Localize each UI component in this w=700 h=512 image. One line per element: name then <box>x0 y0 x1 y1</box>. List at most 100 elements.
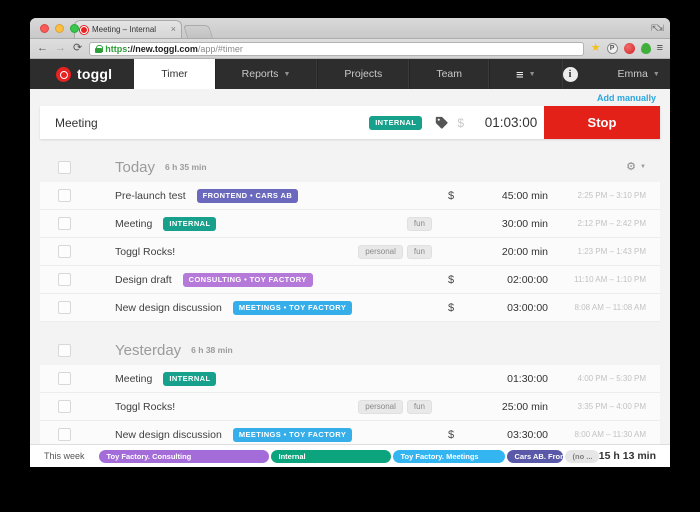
url-path: /app/#timer <box>197 43 243 54</box>
user-menu[interactable]: Emma ▼ <box>618 68 670 80</box>
entry-duration[interactable]: 03:00:00 <box>507 301 548 314</box>
ssl-lock-icon <box>95 44 104 53</box>
entry-duration[interactable]: 03:30:00 <box>507 428 548 441</box>
entry-duration[interactable]: 30:00 min <box>501 217 548 230</box>
entry-checkbox[interactable] <box>58 273 71 286</box>
section-settings[interactable]: ⚙ ▼ <box>626 161 646 173</box>
tab-timer[interactable]: Timer <box>134 59 215 89</box>
entry-description[interactable]: Design draft <box>115 273 172 286</box>
entry-description[interactable]: Toggl Rocks! <box>115 245 176 258</box>
tab-reports-label: Reports <box>241 68 279 80</box>
entry-description[interactable]: New design discussion <box>115 428 222 441</box>
entry-description[interactable]: Meeting <box>115 217 153 230</box>
section-total: 6 h 38 min <box>191 345 233 355</box>
green-extension-icon[interactable] <box>640 43 651 54</box>
entry-duration[interactable]: 20:00 min <box>501 245 548 258</box>
toggl-logo[interactable]: toggl <box>30 59 134 89</box>
tab-projects[interactable]: Projects <box>317 59 410 89</box>
entry-duration[interactable]: 01:30:00 <box>507 372 548 385</box>
toggl-logo-text: toggl <box>77 66 113 82</box>
entry-checkbox[interactable] <box>58 372 71 385</box>
timer-description-input[interactable]: Meeting <box>55 115 98 130</box>
stop-button[interactable]: Stop <box>544 106 660 139</box>
add-manually-link[interactable]: Add manually <box>596 93 656 103</box>
entries-section: Yesterday 6 h 38 min Meeting INTERNAL $01:30… <box>40 335 660 449</box>
tag-icon[interactable] <box>435 116 448 129</box>
tag-pill[interactable]: fun <box>406 244 432 259</box>
new-tab-button[interactable] <box>182 25 214 38</box>
section-header: Today 6 h 35 min ⚙ ▼ <box>40 152 660 182</box>
tag-pill[interactable]: personal <box>358 244 403 259</box>
billable-icon[interactable]: $ <box>447 189 455 202</box>
minimize-window-button[interactable] <box>55 24 64 33</box>
entry-checkbox[interactable] <box>58 301 71 314</box>
project-badge[interactable]: INTERNAL <box>163 371 217 386</box>
billable-icon[interactable]: $ <box>457 115 464 130</box>
entry-time-range: 8:08 AM – 11:08 AM <box>574 303 646 312</box>
week-project-segment[interactable]: (no ... <box>564 449 599 463</box>
tag-pill[interactable]: personal <box>358 399 403 414</box>
navbar-right: i Emma ▼ <box>562 59 670 89</box>
url-host: ://new.toggl.com <box>127 43 198 54</box>
entry-tags: personal fun <box>358 399 432 414</box>
tag-pill[interactable]: fun <box>406 399 432 414</box>
entry-checkbox[interactable] <box>58 217 71 230</box>
project-badge[interactable]: MEETINGS • TOY FACTORY <box>232 427 353 442</box>
browser-tab[interactable]: Meeting – Internal × <box>74 20 182 38</box>
entry-time-range: 2:25 PM – 3:10 PM <box>577 191 646 200</box>
zoom-window-button[interactable] <box>70 24 79 33</box>
tab-reports[interactable]: Reports ▼ <box>214 59 318 89</box>
tab-team[interactable]: Team <box>409 59 489 89</box>
entry-duration[interactable]: 45:00 min <box>501 189 548 202</box>
reload-button[interactable]: ⟳ <box>73 42 83 54</box>
tag-pill[interactable]: fun <box>406 216 432 231</box>
timer-bar: Meeting INTERNAL $ 01:03:00 Stop <box>40 106 660 139</box>
timer-project-badge[interactable]: INTERNAL <box>369 115 423 130</box>
profile-extension-icon[interactable]: P <box>606 43 618 54</box>
billable-icon[interactable]: $ <box>447 301 455 314</box>
section-total: 6 h 35 min <box>165 162 207 172</box>
back-button[interactable]: ← <box>37 42 48 54</box>
entry-description[interactable]: Meeting <box>115 372 153 385</box>
entries-area: Today 6 h 35 min ⚙ ▼ Pre-launch test FRONTEND… <box>40 152 660 449</box>
close-window-button[interactable] <box>40 24 49 33</box>
week-project-segment[interactable]: Toy Factory. Meetings <box>392 449 505 463</box>
entry-description[interactable]: Toggl Rocks! <box>115 400 176 413</box>
entry-time-range: 11:10 AM – 1:10 PM <box>574 275 646 284</box>
expand-window-icon[interactable]: ⇱⇲ <box>650 23 664 33</box>
entry-duration[interactable]: 02:00:00 <box>507 273 548 286</box>
entry-checkbox[interactable] <box>58 400 71 413</box>
entry-checkbox[interactable] <box>58 189 71 202</box>
entry-checkbox[interactable] <box>58 428 71 441</box>
entries-section: Today 6 h 35 min ⚙ ▼ Pre-launch test FRONTEND… <box>40 152 660 322</box>
url-bar[interactable]: https://new.toggl.com/app/#timer <box>89 41 584 56</box>
section-checkbox[interactable] <box>58 343 71 357</box>
entry-description[interactable]: New design discussion <box>115 301 222 314</box>
section-checkbox[interactable] <box>58 160 71 174</box>
toggl-extension-icon[interactable] <box>623 43 635 54</box>
workspace-menu[interactable]: ≡ ▼ <box>489 59 563 89</box>
week-total: 15 h 13 min <box>598 450 656 462</box>
info-icon[interactable]: i <box>562 66 578 82</box>
browser-toolbar: ← → ⟳ https://new.toggl.com/app/#timer ★… <box>30 39 670 59</box>
tab-close-icon[interactable]: × <box>170 24 176 34</box>
week-project-segment[interactable]: Internal <box>270 449 391 463</box>
chrome-menu-icon[interactable]: ≡ <box>656 42 663 54</box>
forward-button[interactable]: → <box>55 42 66 54</box>
project-badge[interactable]: MEETINGS • TOY FACTORY <box>232 300 353 315</box>
project-badge[interactable]: CONSULTING • TOY FACTORY <box>182 272 313 287</box>
bookmark-star-icon[interactable]: ★ <box>590 42 601 54</box>
entry-description[interactable]: Pre-launch test <box>115 189 186 202</box>
chevron-down-icon: ▼ <box>652 70 660 78</box>
entry-duration[interactable]: 25:00 min <box>501 400 548 413</box>
billable-icon[interactable]: $ <box>447 428 455 441</box>
project-badge[interactable]: INTERNAL <box>163 216 217 231</box>
toggl-favicon <box>80 25 88 34</box>
week-project-segment[interactable]: Toy Factory. Consulting <box>98 449 269 463</box>
entry-checkbox[interactable] <box>58 245 71 258</box>
project-badge[interactable]: FRONTEND • CARS AB <box>196 188 299 203</box>
week-project-segment[interactable]: Cars AB. Fron... <box>506 449 563 463</box>
billable-icon[interactable]: $ <box>447 273 455 286</box>
section-header: Yesterday 6 h 38 min <box>40 335 660 365</box>
